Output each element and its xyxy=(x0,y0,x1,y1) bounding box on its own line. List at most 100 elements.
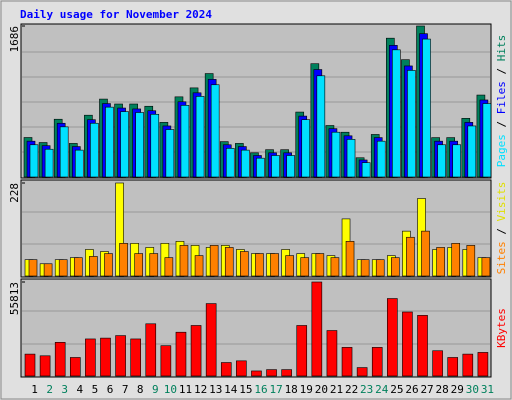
bar xyxy=(130,338,141,377)
bar xyxy=(256,157,265,178)
bar xyxy=(406,236,415,277)
bar xyxy=(241,149,250,178)
bar xyxy=(285,255,294,277)
bar xyxy=(437,144,446,178)
bar xyxy=(179,245,189,277)
bar xyxy=(100,337,111,377)
bar xyxy=(421,230,430,277)
bar xyxy=(481,257,491,277)
bar xyxy=(224,247,234,277)
bar xyxy=(296,325,308,377)
bar xyxy=(145,323,157,377)
x-tick-label: 31 xyxy=(481,383,494,396)
bar xyxy=(311,281,323,377)
bar xyxy=(160,345,172,377)
bar xyxy=(150,114,160,178)
x-tick-label: 26 xyxy=(405,383,418,396)
bar xyxy=(105,106,114,178)
bar xyxy=(466,245,476,277)
bar xyxy=(345,241,355,277)
x-tick-label: 13 xyxy=(209,383,222,396)
chart-title: Daily usage for November 2024 xyxy=(20,8,212,21)
bar xyxy=(164,257,174,277)
bar xyxy=(281,369,292,377)
bar xyxy=(85,338,96,377)
x-tick-label: 11 xyxy=(179,383,192,396)
bar xyxy=(29,144,39,178)
bar xyxy=(482,103,492,178)
bar xyxy=(39,355,51,377)
bar xyxy=(255,253,264,277)
x-tick-label: 3 xyxy=(61,383,68,396)
bar xyxy=(190,325,202,377)
x-tick-label: 30 xyxy=(466,383,479,396)
bar xyxy=(270,253,279,277)
legend-entry: KBytes xyxy=(495,308,508,348)
legend-entry: Visits xyxy=(495,182,508,222)
bar xyxy=(119,243,128,277)
bar xyxy=(74,149,84,178)
bar xyxy=(44,148,54,178)
x-tick-label: 15 xyxy=(239,383,252,396)
bar xyxy=(422,38,431,178)
x-tick-label: 17 xyxy=(269,383,282,396)
bar xyxy=(286,155,295,178)
x-tick-label: 6 xyxy=(107,383,114,396)
bar xyxy=(120,111,129,178)
bar xyxy=(452,144,462,178)
bar xyxy=(432,350,443,377)
x-tick-label: 24 xyxy=(375,383,389,396)
bar xyxy=(266,369,277,377)
legend-entry: Sites xyxy=(495,241,508,274)
bar xyxy=(180,105,190,178)
x-tick-label: 29 xyxy=(451,383,464,396)
x-tick-label: 25 xyxy=(390,383,403,396)
bar xyxy=(59,126,69,178)
bar xyxy=(220,362,232,377)
x-tick-label: 10 xyxy=(164,383,177,396)
bar xyxy=(391,257,400,277)
bar xyxy=(316,75,326,178)
x-tick-label: 21 xyxy=(330,383,343,396)
bar xyxy=(360,259,370,277)
bar xyxy=(407,70,416,178)
bar xyxy=(54,342,66,377)
x-tick-label: 8 xyxy=(137,383,144,396)
bar xyxy=(402,311,413,377)
bar xyxy=(361,162,371,178)
bar xyxy=(346,139,356,178)
x-tick-label: 28 xyxy=(436,383,449,396)
bar xyxy=(195,96,205,178)
bar xyxy=(165,129,175,178)
x-tick-label: 19 xyxy=(300,383,313,396)
x-tick-label: 9 xyxy=(152,383,159,396)
bar xyxy=(134,253,143,277)
bar xyxy=(392,49,401,178)
x-tick-label: 23 xyxy=(360,383,373,396)
bar xyxy=(300,257,310,277)
x-tick-label: 22 xyxy=(345,383,358,396)
bar xyxy=(209,245,219,277)
bar xyxy=(326,330,338,377)
bar xyxy=(436,247,445,277)
x-tick-label: 5 xyxy=(92,383,99,396)
bar xyxy=(341,347,353,377)
legend-entry: Pages xyxy=(495,134,508,167)
y-tick-label: 228 xyxy=(8,183,21,203)
bar xyxy=(251,370,262,377)
bar xyxy=(240,251,249,277)
bar xyxy=(104,253,113,277)
bar xyxy=(462,353,474,377)
bar xyxy=(58,259,68,277)
bar xyxy=(271,155,280,178)
bar xyxy=(375,259,385,277)
bar xyxy=(135,112,144,178)
x-tick-label: 7 xyxy=(122,383,129,396)
bar xyxy=(376,140,386,178)
x-tick-label: 14 xyxy=(224,383,238,396)
x-tick-label: 4 xyxy=(77,383,84,396)
x-tick-label: 1 xyxy=(31,383,38,396)
bar xyxy=(301,119,311,178)
bar xyxy=(89,256,98,277)
